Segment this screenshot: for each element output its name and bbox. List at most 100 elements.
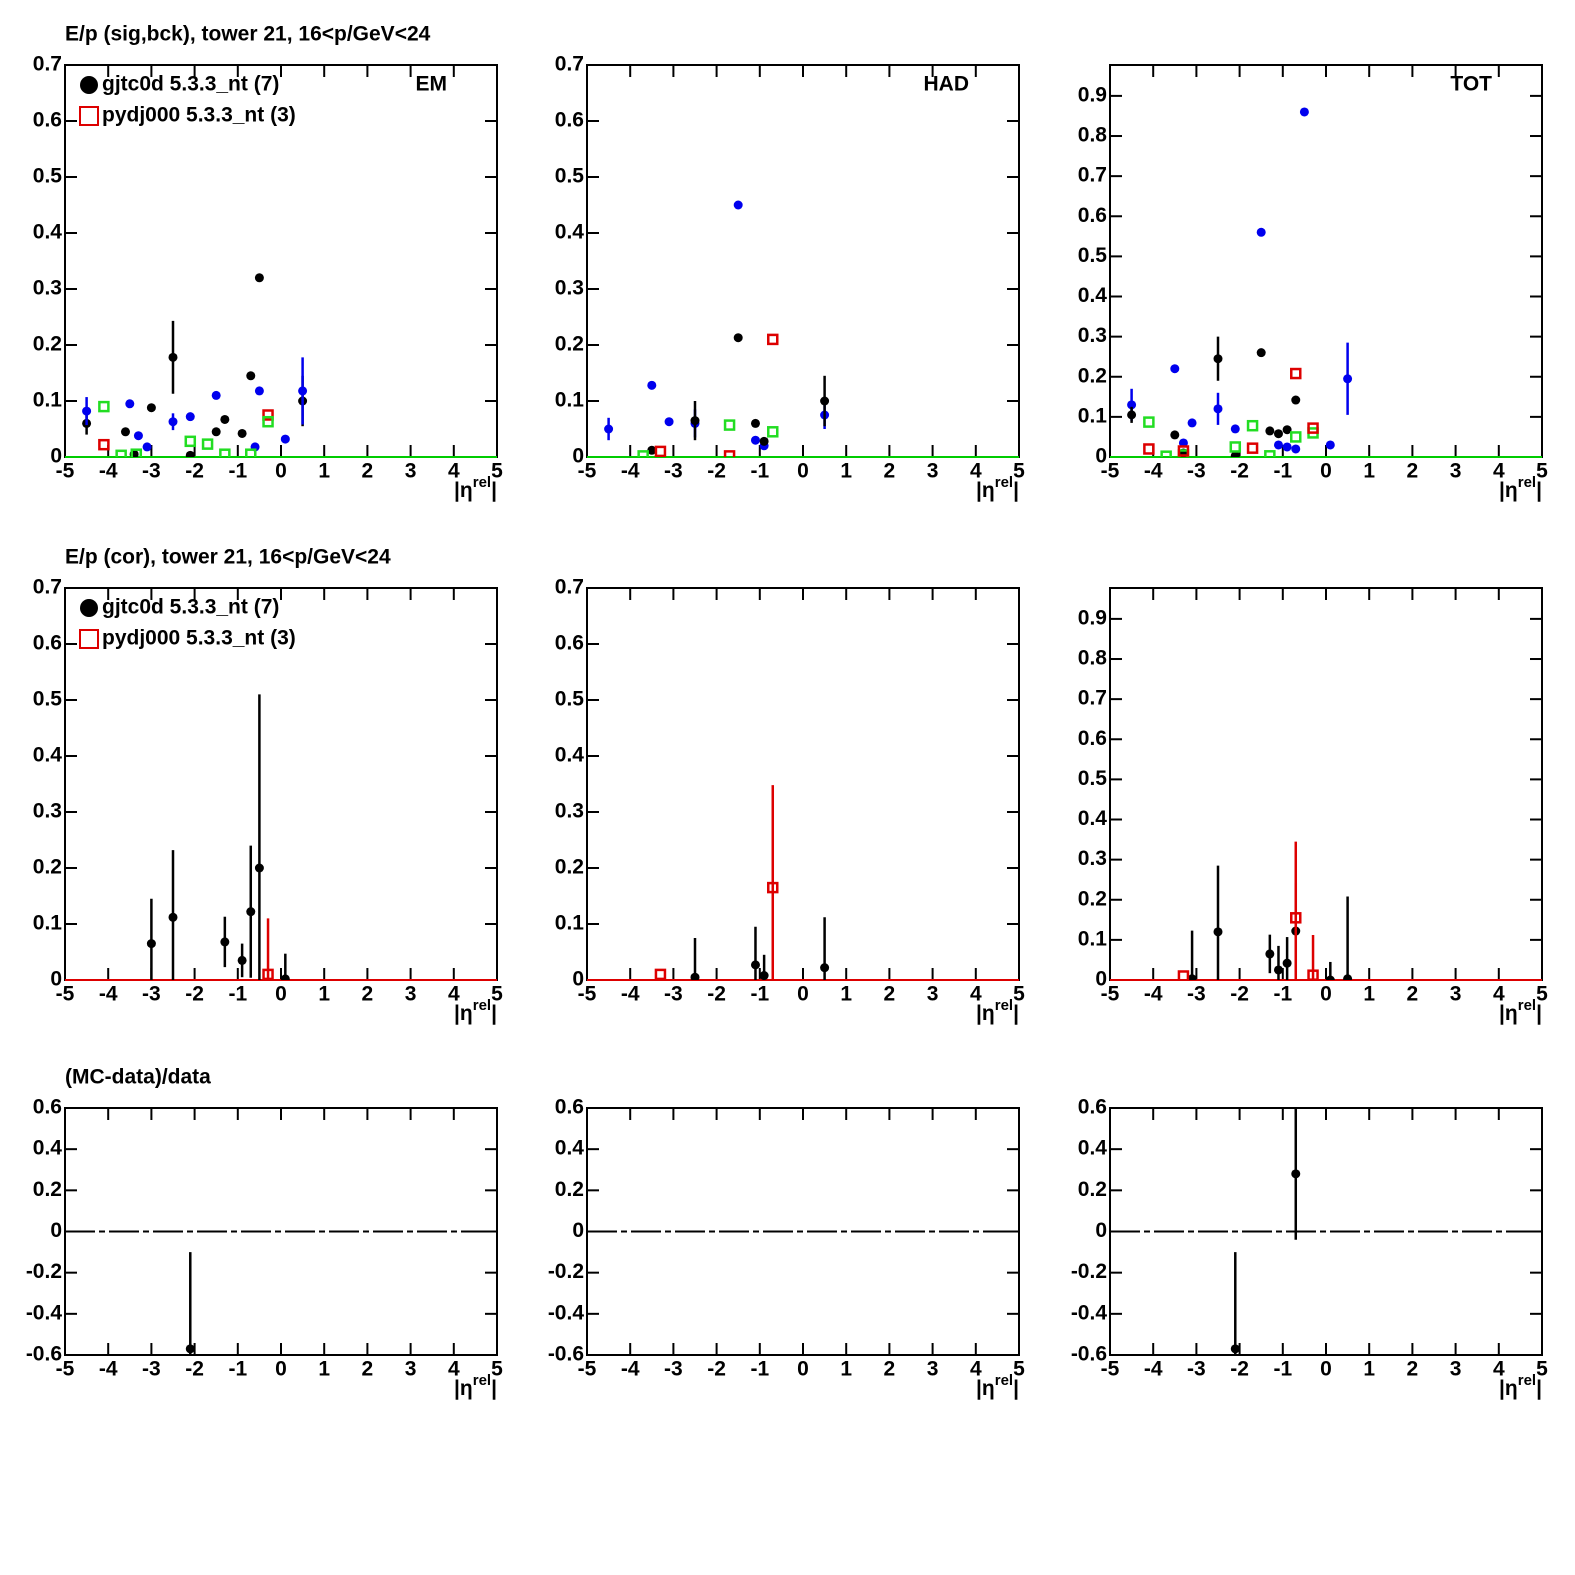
marker — [262, 409, 274, 421]
x-tick-label: -5 — [1101, 1358, 1120, 1381]
marker — [637, 450, 649, 457]
legend-label: gjtc0d 5.3.3_nt (7) — [102, 73, 279, 96]
marker — [220, 937, 230, 947]
y-tick-label: 0.6 — [33, 1096, 62, 1119]
marker — [1307, 969, 1319, 980]
x-axis-label: |ηrel| — [1499, 997, 1542, 1025]
marker — [767, 333, 779, 346]
marker — [1265, 949, 1275, 959]
x-tick-label: -4 — [99, 983, 118, 1006]
x-tick-label: -1 — [750, 460, 769, 483]
x-tick-label: -5 — [578, 1358, 597, 1381]
y-tick-label: 0.7 — [555, 576, 584, 599]
panel: -5 -4 -3 -2 -1 0 1 2 3 4 5 0 0.1 0.2 0.3 0.4 0.5 0.6 0.7 |η… — [555, 576, 1025, 1025]
x-tick-label: 4 — [448, 983, 460, 1006]
panel: -5 -4 -3 -2 -1 0 1 2 3 4 5 0 0.1 0.2 0.3 0.4 0.5 0.6 0.7 0.… — [1078, 587, 1548, 1025]
y-tick-label: 0 — [572, 1219, 584, 1242]
y-tick-label: 0.4 — [33, 221, 63, 244]
marker — [1273, 965, 1283, 975]
y-tick-label: 0.5 — [33, 688, 63, 711]
x-tick-label: 0 — [797, 1358, 809, 1381]
y-tick-label: 0.3 — [1078, 324, 1107, 347]
x-axis-label: |ηrel| — [976, 1372, 1019, 1400]
x-tick-label: 0 — [797, 983, 809, 1006]
legend-label: gjtc0d 5.3.3_nt (7) — [102, 596, 279, 619]
marker — [115, 449, 127, 457]
x-tick-label: -3 — [1187, 983, 1206, 1006]
y-tick-label: 0.5 — [555, 165, 585, 188]
x-tick-label: 2 — [884, 983, 896, 1006]
marker — [184, 435, 197, 448]
data — [604, 200, 830, 457]
marker — [1187, 974, 1197, 980]
x-axis-label-part: |η — [454, 479, 473, 502]
x-tick-label: 1 — [1363, 983, 1375, 1006]
y-tick-label: 0.4 — [555, 744, 585, 767]
x-axis-label-part: | — [491, 1002, 497, 1025]
y-tick-label: 0.7 — [1078, 687, 1107, 710]
x-tick-label: 2 — [1407, 1358, 1419, 1381]
marker — [1265, 426, 1275, 436]
legend-marker — [79, 106, 99, 126]
data — [1127, 107, 1353, 457]
x-tick-label: -4 — [1144, 1358, 1163, 1381]
x-axis-label-part: |η — [976, 479, 995, 502]
x-tick-label: -4 — [621, 1358, 640, 1381]
x-tick-label: 3 — [1450, 1358, 1462, 1381]
x-axis-label-part: |η — [1499, 1377, 1518, 1400]
y-tick-label: 0.4 — [1078, 284, 1108, 307]
x-tick-label: 2 — [362, 1358, 374, 1381]
y-tick-label: 0 — [50, 1219, 62, 1242]
marker — [298, 386, 308, 396]
y-tick-label: 0.4 — [33, 1137, 63, 1160]
x-tick-label: 2 — [362, 983, 374, 1006]
x-tick-label: 0 — [275, 460, 287, 483]
x-tick-label: -2 — [707, 1358, 726, 1381]
panel: (MC-data)/data -5 -4 -3 -2 -1 0 1 2 3 4 5 -0.6 -0.4 -0… — [26, 1066, 503, 1400]
x-tick-label: -4 — [621, 983, 640, 1006]
marker — [237, 955, 247, 965]
marker — [185, 1344, 195, 1354]
y-tick-label: 0.5 — [555, 688, 585, 711]
marker — [254, 863, 264, 873]
marker — [146, 939, 156, 949]
panel-title: (MC-data)/data — [65, 1066, 211, 1089]
y-tick-label: 0.1 — [1078, 927, 1108, 950]
y-tick-label: 0.7 — [555, 53, 584, 76]
y-tick-label: 0.5 — [33, 165, 63, 188]
frame — [586, 587, 1020, 981]
marker — [1177, 970, 1190, 980]
x-tick-label: 2 — [362, 460, 374, 483]
y-tick-label: 0.6 — [555, 1096, 584, 1119]
y-tick-label: 0.3 — [33, 277, 62, 300]
legend-label: pydj000 5.3.3_nt (3) — [102, 627, 296, 650]
marker — [98, 400, 110, 413]
x-axis-label-sup: rel — [995, 997, 1013, 1014]
x-axis-label-sup: rel — [1518, 1372, 1536, 1389]
y-tick-label: -0.6 — [548, 1343, 584, 1366]
marker — [1230, 1344, 1240, 1354]
panel: TOT -5 -4 -3 -2 -1 0 1 2 3 4 5 0 0.1 0.2 0.3 0.4 0.5 0.6 0.… — [1078, 64, 1548, 502]
x-tick-label: 5 — [1536, 983, 1548, 1006]
marker — [1170, 430, 1180, 440]
x-tick-label: -3 — [142, 460, 161, 483]
y-tick-label: 0.2 — [33, 333, 62, 356]
marker — [133, 431, 143, 441]
x-tick-label: -3 — [664, 1358, 683, 1381]
data — [1230, 1108, 1301, 1355]
marker — [733, 333, 743, 343]
marker — [1290, 912, 1302, 924]
x-tick-label: 5 — [491, 983, 503, 1006]
x-axis-label-part: | — [1536, 479, 1542, 502]
y-tick-label: -0.2 — [1071, 1260, 1107, 1283]
marker — [130, 448, 143, 457]
y-tick-label: 0.2 — [555, 1178, 584, 1201]
panel: -5 -4 -3 -2 -1 0 1 2 3 4 5 -0.6 -0.4 -0.2 0 0.2 0.4 0.6 |η… — [548, 1096, 1025, 1400]
x-tick-label: -2 — [185, 983, 204, 1006]
y-tick-label: 0.5 — [1078, 244, 1108, 267]
marker — [254, 386, 264, 396]
x-tick-label: 1 — [840, 983, 852, 1006]
marker — [120, 427, 130, 437]
x-tick-label: 2 — [884, 1358, 896, 1381]
x-tick-label: -5 — [56, 1358, 75, 1381]
